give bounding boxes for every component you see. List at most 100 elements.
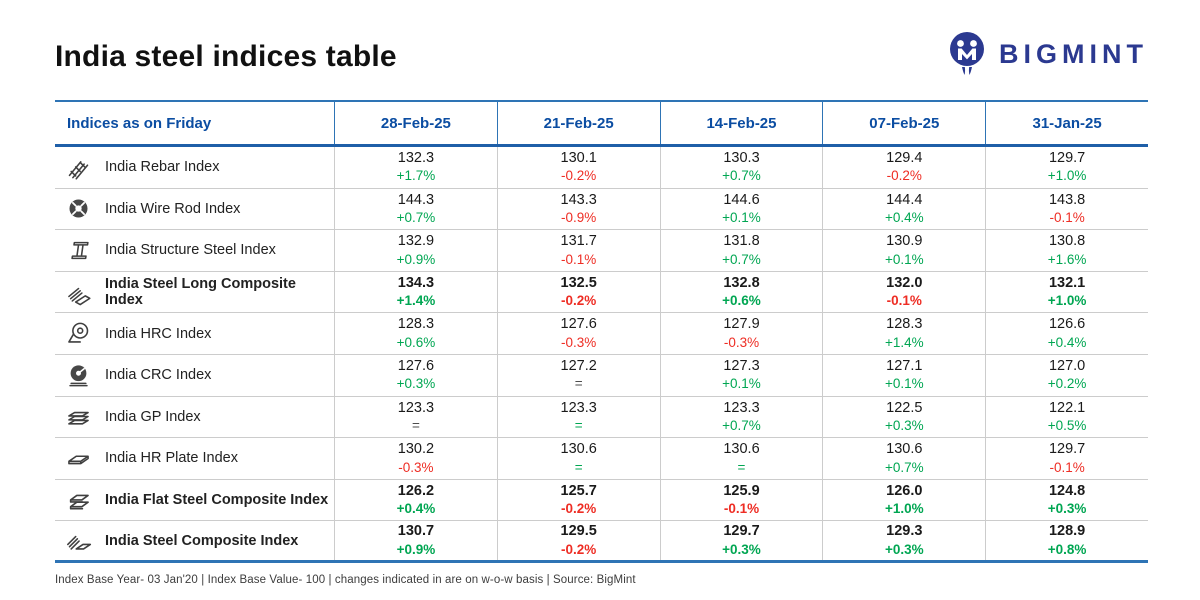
index-value-cell: 130.1 -0.2% [496,147,660,188]
index-name: India HRC Index [105,325,212,342]
wow-change: +0.7% [722,251,761,267]
index-value-cell: 123.3 = [334,396,497,438]
wow-change: -0.2% [886,168,922,184]
index-value-cell: 127.1 +0.1% [822,354,985,396]
wow-change: +0.8% [1047,541,1087,557]
bigmint-logo-text: BIGMINT [999,38,1148,69]
index-value-cell: 143.8 -0.1% [985,188,1148,230]
wow-change: +0.2% [1047,376,1087,392]
index-value-cell: 124.8 +0.3% [985,479,1148,521]
index-value: 130.6 [560,441,597,458]
index-value: 132.9 [397,233,435,250]
index-name-cell: India Flat Steel Composite Index [55,480,334,521]
index-name-cell: India Rebar Index [55,147,334,188]
wow-change: -0.2% [561,541,597,557]
wow-change: +0.3% [722,541,761,557]
index-value-cell: 130.3 +0.7% [659,147,823,188]
index-value-cell: 131.7 -0.1% [496,230,660,271]
index-value-cell: 129.7 +0.3% [659,521,823,560]
index-value: 129.7 [1048,150,1086,166]
wow-change: -0.3% [723,334,760,350]
indices-table: Indices as on Friday 28-Feb-25 21-Feb-25… [55,100,1148,563]
index-value: 124.8 [1048,482,1086,499]
table-header-date-2: 21-Feb-25 [496,102,660,144]
index-value: 129.3 [886,523,923,540]
table-row: India CRC Index 127.6 +0.3% 127.2 = 127.3 +0.… [55,354,1148,397]
table-header-date-4: 07-Feb-25 [822,102,985,144]
index-value-cell: 127.2 = [496,354,660,396]
index-name-cell: India Steel Composite Index [55,521,334,560]
wow-change: +0.1% [722,376,761,392]
table-row: India Steel Long Composite Index 134.3 +1… [55,271,1148,314]
wow-change: +0.4% [1047,334,1087,350]
index-name: India Structure Steel Index [105,242,276,259]
wow-change: = [574,417,583,433]
wow-change: +0.3% [396,376,436,392]
index-name: India Steel Long Composite Index [105,276,296,309]
index-value: 128.3 [886,316,923,333]
table-row: India HRC Index 128.3 +0.6% 127.6 -0.3% 127.… [55,313,1148,355]
wow-change: +0.7% [396,209,436,225]
wow-change: +0.6% [722,293,761,309]
index-value: 122.5 [886,399,923,416]
index-name: India HR Plate Index [105,450,238,467]
wow-change: -0.1% [1049,459,1085,475]
table-row: India Wire Rod Index 144.3 +0.7% 143.3 -0.9… [55,188,1148,231]
steel-plate-icon [65,445,92,472]
index-value: 130.9 [886,233,923,250]
wow-change: +1.7% [396,168,436,184]
table-row: India HR Plate Index 130.2 -0.3% 130.6 = 130… [55,438,1148,480]
index-value-cell: 144.6 +0.1% [659,188,823,230]
wow-change: +0.4% [884,209,924,225]
long-steel-stack-icon [65,279,92,306]
index-value-cell: 129.3 +0.3% [822,521,985,560]
index-value: 144.6 [723,191,760,208]
wow-change: +1.0% [1047,293,1087,309]
hot-rolled-coil-icon [65,320,92,347]
wow-change: -0.1% [886,293,922,309]
index-value-cell: 125.7 -0.2% [496,479,660,521]
index-value-cell: 129.7 -0.1% [985,438,1148,479]
footnote: Index Base Year- 03 Jan'20 | Index Base … [55,573,636,586]
index-value: 144.4 [886,191,923,208]
index-value-cell: 129.4 -0.2% [822,147,985,188]
index-value-cell: 130.7 +0.9% [334,521,497,560]
index-value-cell: 132.8 +0.6% [659,271,823,313]
index-value: 126.0 [886,482,923,499]
index-value: 132.1 [1048,274,1086,291]
index-value-cell: 132.0 -0.1% [822,271,985,313]
table-header-date-1: 28-Feb-25 [334,102,497,144]
index-value-cell: 128.3 +1.4% [822,313,985,354]
index-value-cell: 132.9 +0.9% [334,230,497,271]
index-value-cell: 126.2 +0.4% [334,479,497,521]
wow-change: +0.6% [396,334,436,350]
index-value: 132.8 [723,274,760,291]
index-value-cell: 128.3 +0.6% [334,313,497,354]
index-value: 130.3 [723,150,760,166]
rebar-icon [65,154,92,181]
wow-change: +0.7% [722,168,761,184]
bigmint-logo: BIGMINT [945,30,1148,78]
wow-change: -0.9% [561,209,597,225]
index-name-cell: India HR Plate Index [55,438,334,479]
index-value-cell: 122.5 +0.3% [822,396,985,438]
wow-change: +1.0% [1047,168,1087,184]
wow-change: -0.3% [561,334,597,350]
index-value-cell: 128.9 +0.8% [985,521,1148,560]
wow-change: +0.3% [1047,501,1087,517]
index-value-cell: 127.6 -0.3% [496,313,660,354]
table-row: India Flat Steel Composite Index 126.2 +0… [55,479,1148,522]
index-value-cell: 127.9 -0.3% [659,313,823,354]
sheet-stack-icon [65,403,92,430]
table-header-indices: Indices as on Friday [67,114,212,132]
index-name-cell: India CRC Index [55,355,334,396]
index-name: India Flat Steel Composite Index [105,492,329,509]
index-value: 129.7 [1048,441,1086,458]
index-value: 126.6 [1048,316,1086,333]
table-row: India GP Index 123.3 = 123.3 = 123.3 +0.7% 122… [55,396,1148,439]
wow-change: = [411,417,420,433]
index-value: 123.3 [397,399,435,416]
cold-rolled-coil-icon [65,362,92,389]
wow-change: = [574,376,583,392]
index-value: 129.4 [886,150,923,166]
